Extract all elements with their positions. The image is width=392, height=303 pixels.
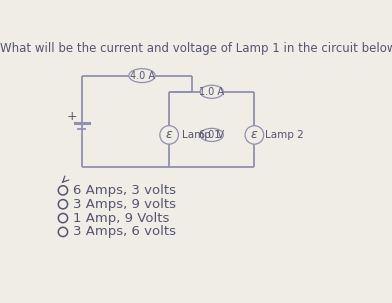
Ellipse shape — [200, 85, 223, 98]
Text: ε: ε — [166, 128, 172, 142]
Text: 1 Amp, 9 Volts: 1 Amp, 9 Volts — [73, 211, 169, 225]
Ellipse shape — [129, 69, 155, 82]
Text: 6 Amps, 3 volts: 6 Amps, 3 volts — [73, 184, 176, 197]
Text: 1.0 A: 1.0 A — [199, 87, 224, 97]
Text: +: + — [66, 110, 77, 123]
Circle shape — [160, 126, 178, 144]
Text: ε: ε — [251, 128, 258, 142]
Text: 6.0 V: 6.0 V — [199, 130, 224, 140]
Text: 4.0 A: 4.0 A — [129, 71, 154, 81]
Circle shape — [245, 126, 264, 144]
Text: What will be the current and voltage of Lamp 1 in the circuit below?: What will be the current and voltage of … — [0, 42, 392, 55]
Ellipse shape — [200, 128, 223, 142]
Text: 3 Amps, 6 volts: 3 Amps, 6 volts — [73, 225, 176, 238]
Text: Lamp 2: Lamp 2 — [265, 130, 304, 140]
Text: Lamp 1: Lamp 1 — [181, 130, 220, 140]
Text: 3 Amps, 9 volts: 3 Amps, 9 volts — [73, 198, 176, 211]
